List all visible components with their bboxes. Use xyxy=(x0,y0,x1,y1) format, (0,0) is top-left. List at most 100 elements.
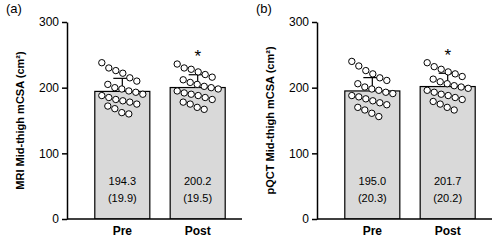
tick: Pre xyxy=(113,219,133,238)
y-axis-title: pQCT Mid-thigh mCSA (cm²) xyxy=(264,46,276,194)
data-point xyxy=(140,91,146,97)
data-point xyxy=(445,69,451,75)
data-point xyxy=(174,88,180,94)
data-point xyxy=(113,96,119,102)
tick-label: 200 xyxy=(39,81,59,95)
data-point xyxy=(202,71,208,77)
data-point xyxy=(430,76,436,82)
y-axis: 0100200300 xyxy=(39,15,68,226)
data-point xyxy=(99,60,105,66)
data-point xyxy=(209,96,215,102)
tick: 100 xyxy=(289,147,317,161)
tick-label: 300 xyxy=(289,15,309,29)
data-point xyxy=(431,63,437,69)
data-point xyxy=(209,74,215,80)
bar xyxy=(95,91,150,219)
data-point xyxy=(377,100,383,106)
tick: Post xyxy=(435,219,461,238)
tick: Post xyxy=(185,219,211,238)
data-point xyxy=(369,86,375,92)
data-point xyxy=(369,110,375,116)
data-point xyxy=(126,111,132,117)
tick-label: 300 xyxy=(39,15,59,29)
tick-mark xyxy=(62,87,67,89)
tick-mark xyxy=(62,22,67,24)
data-point xyxy=(363,67,369,73)
y-axis-title: MRI Mid-thigh mCSA (cm²) xyxy=(14,51,26,190)
tick: 100 xyxy=(39,147,67,161)
data-label: 194.3 xyxy=(109,175,137,187)
data-point xyxy=(424,87,430,93)
data-point xyxy=(127,99,133,105)
data-point xyxy=(437,101,443,107)
tick-mark xyxy=(62,153,67,155)
axis-line xyxy=(67,23,69,220)
data-point xyxy=(215,86,221,92)
panel-title: (b) xyxy=(256,1,272,16)
tick-label: 100 xyxy=(39,147,59,161)
bar xyxy=(345,91,400,219)
data-point xyxy=(459,96,465,102)
data-point xyxy=(451,82,457,88)
data-point xyxy=(349,58,355,64)
tick: 200 xyxy=(289,81,317,95)
data-point xyxy=(119,109,125,115)
data-point xyxy=(194,104,200,110)
data-point xyxy=(208,84,214,90)
data-point xyxy=(134,78,140,84)
x-axis: Pre Post xyxy=(317,219,492,238)
error-label: (20.2) xyxy=(433,192,462,204)
y-axis: 0 100 200 300 xyxy=(289,15,318,226)
category-label: Post xyxy=(435,224,461,238)
data-point xyxy=(112,105,118,111)
data-point xyxy=(106,65,112,71)
data-point xyxy=(119,86,125,92)
error-label: (20.3) xyxy=(358,192,387,204)
data-point xyxy=(126,88,132,94)
figure: 0100200300PrePost194.3(19.9)200.2(19.5)*… xyxy=(0,0,500,249)
data-point xyxy=(113,67,119,73)
data-point xyxy=(188,91,194,97)
data-point xyxy=(99,92,105,98)
data-point xyxy=(376,87,382,93)
data-point xyxy=(451,107,457,113)
data-point xyxy=(201,106,207,112)
data-point xyxy=(356,63,362,69)
data-point xyxy=(445,92,451,98)
data-point xyxy=(444,81,450,87)
data-point xyxy=(370,71,376,77)
data-point xyxy=(201,83,207,89)
data-point xyxy=(363,96,369,102)
data-point xyxy=(134,101,140,107)
data-point xyxy=(383,89,389,95)
category-label: Post xyxy=(185,224,211,238)
data-point xyxy=(188,66,194,72)
data-point xyxy=(120,70,126,76)
data-point xyxy=(430,98,436,104)
data-point xyxy=(356,94,362,100)
data-point xyxy=(180,77,186,83)
tick-mark xyxy=(62,219,67,221)
data-point xyxy=(431,89,437,95)
data-point xyxy=(195,92,201,98)
data-point xyxy=(202,94,208,100)
data-point xyxy=(384,102,390,108)
data-point xyxy=(355,104,361,110)
data-point xyxy=(362,107,368,113)
data-point xyxy=(194,81,200,87)
data-point xyxy=(465,85,471,91)
tick: 0 xyxy=(302,212,317,226)
data-point xyxy=(180,99,186,105)
data-point xyxy=(384,77,390,83)
tick-mark xyxy=(312,87,317,89)
category-label: Pre xyxy=(363,224,383,238)
category-label: Pre xyxy=(113,224,133,238)
data-point xyxy=(458,84,464,90)
data-point xyxy=(127,75,133,81)
data-point xyxy=(376,113,382,119)
data-point xyxy=(195,69,201,75)
data-point xyxy=(181,90,187,96)
data-point xyxy=(112,84,118,90)
axis-line xyxy=(317,23,319,220)
data-point xyxy=(187,101,193,107)
